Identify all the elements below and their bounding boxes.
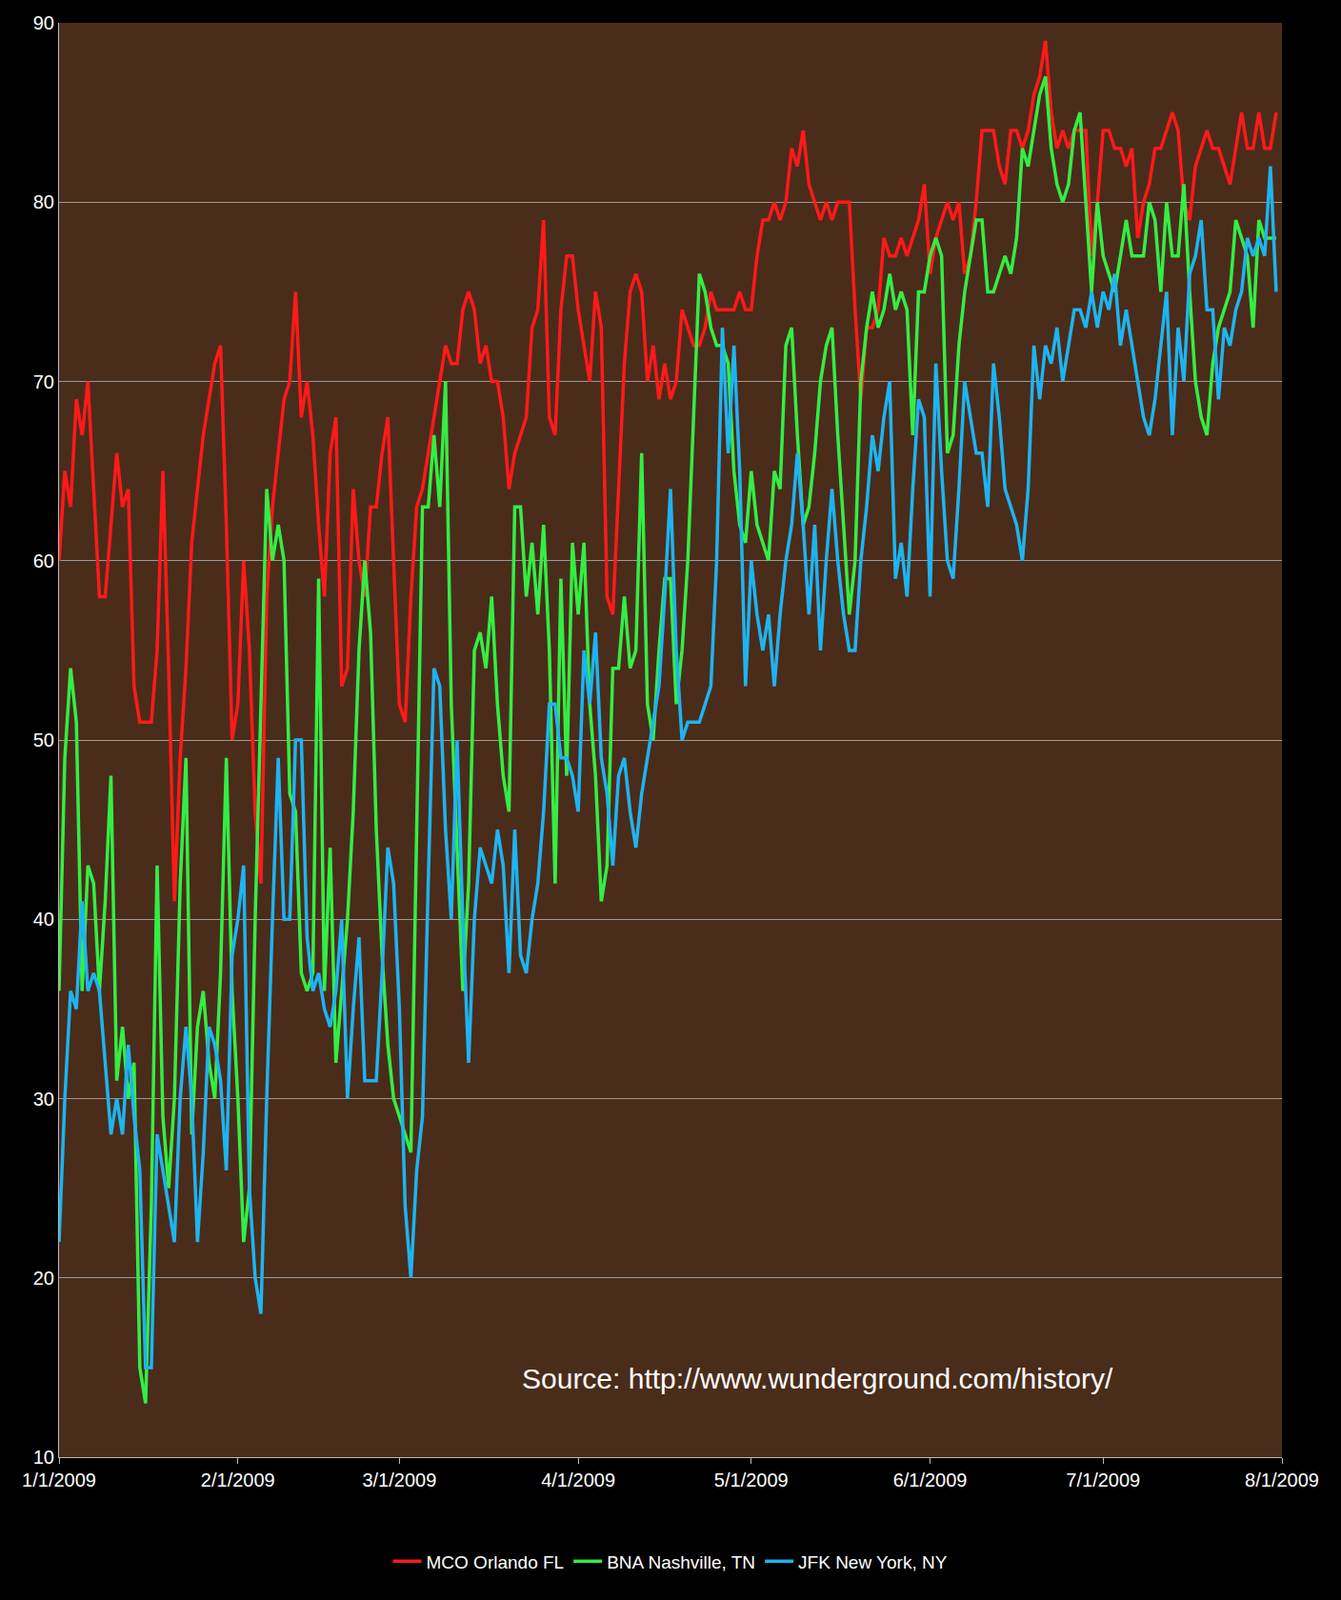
svg-text:3/1/2009: 3/1/2009	[361, 1469, 437, 1491]
svg-text:20: 20	[33, 1267, 55, 1289]
svg-text:60: 60	[33, 550, 55, 572]
svg-text:40: 40	[33, 908, 55, 930]
svg-text:8/1/2009: 8/1/2009	[1244, 1469, 1320, 1491]
svg-text:1/1/2009: 1/1/2009	[21, 1469, 97, 1491]
svg-text:7/1/2009: 7/1/2009	[1065, 1469, 1141, 1491]
svg-text:80: 80	[33, 191, 55, 213]
svg-text:6/1/2009: 6/1/2009	[893, 1469, 968, 1491]
svg-text:5/1/2009: 5/1/2009	[714, 1469, 789, 1491]
svg-text:2/1/2009: 2/1/2009	[200, 1469, 276, 1491]
svg-text:BNA Nashville, TN: BNA Nashville, TN	[606, 1552, 756, 1573]
svg-text:Source: http://www.wundergroun: Source: http://www.wunderground.com/hist…	[521, 1362, 1114, 1395]
svg-text:30: 30	[33, 1088, 55, 1110]
svg-text:50: 50	[33, 729, 55, 751]
svg-text:JFK New York, NY: JFK New York, NY	[798, 1552, 948, 1573]
svg-text:4/1/2009: 4/1/2009	[540, 1469, 616, 1491]
svg-text:MCO Orlando FL: MCO Orlando FL	[426, 1552, 565, 1573]
svg-text:10: 10	[33, 1446, 55, 1468]
svg-text:70: 70	[33, 371, 55, 393]
svg-text:90: 90	[33, 12, 55, 34]
